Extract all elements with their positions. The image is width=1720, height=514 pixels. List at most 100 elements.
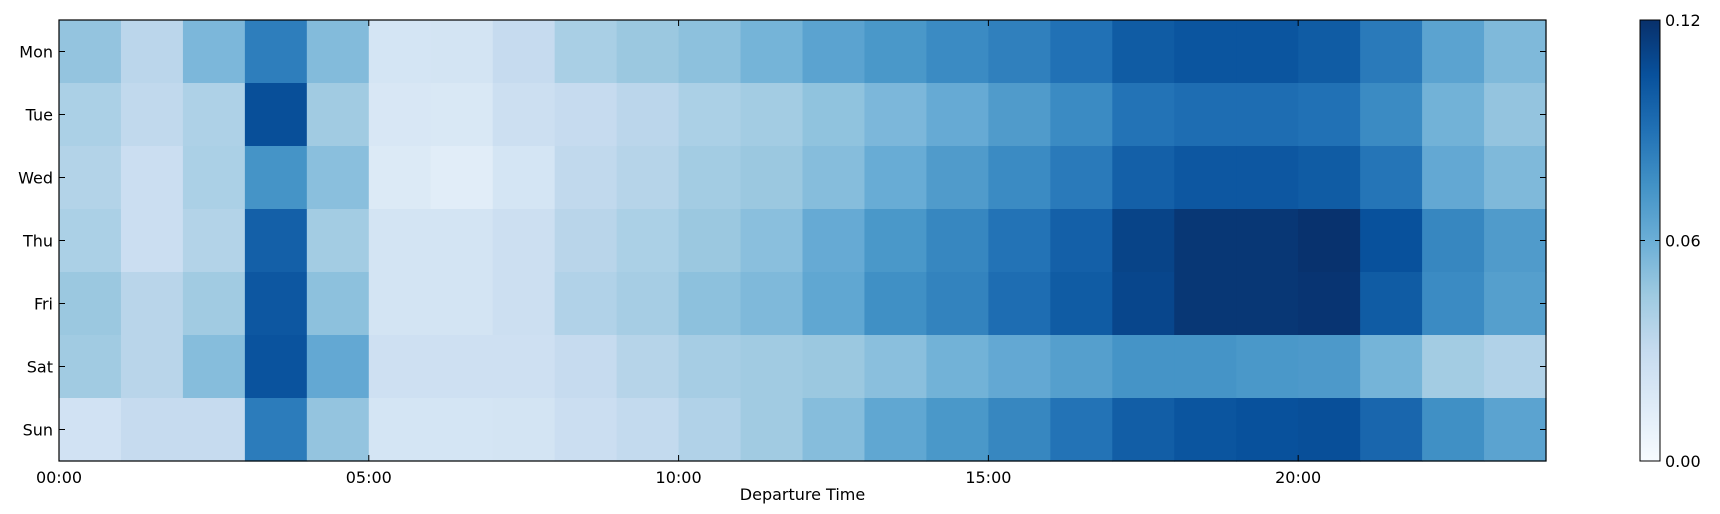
heatmap-cell: [802, 83, 866, 147]
heatmap-cell: [740, 20, 804, 84]
heatmap-cell: [926, 335, 989, 399]
heatmap-cell: [1050, 209, 1113, 273]
heatmap-cell: [678, 209, 742, 273]
y-tick-label: Wed: [18, 169, 53, 188]
heatmap-cell: [492, 83, 556, 147]
heatmap-cell: [1236, 83, 1299, 147]
heatmap-cell: [182, 335, 246, 399]
axis-ticks: [58, 20, 1546, 461]
heatmap-cell: [1050, 335, 1113, 399]
heatmap-cell: [1236, 335, 1299, 399]
x-tick-label: 15:00: [965, 468, 1011, 487]
heatmap-cell: [1050, 83, 1113, 147]
heatmap-cell: [182, 83, 246, 147]
heatmap-cell: [554, 20, 618, 84]
heatmap-cell: [1360, 209, 1423, 273]
heatmap-cell: [1174, 83, 1237, 147]
heatmap-cell: [59, 272, 122, 336]
heatmap-cell: [492, 272, 556, 336]
heatmap-cell: [306, 272, 370, 336]
heatmap-cell: [554, 335, 618, 399]
heatmap-cell: [988, 398, 1051, 462]
heatmap-cell: [430, 83, 494, 147]
heatmap-cell: [430, 398, 494, 462]
heatmap-cell: [554, 398, 618, 462]
x-tick-label: 05:00: [346, 468, 392, 487]
heatmap-cell: [244, 272, 308, 336]
heatmap-cell: [182, 146, 246, 210]
heatmap-cell: [740, 272, 804, 336]
heatmap-cell: [1112, 398, 1175, 462]
heatmap-cell: [1298, 335, 1361, 399]
heatmap-cell: [1050, 398, 1113, 462]
heatmap-cell: [430, 20, 494, 84]
heatmap-cell: [306, 398, 370, 462]
heatmap-cell: [182, 20, 246, 84]
heatmap-cell: [678, 146, 742, 210]
heatmap-cell: [120, 398, 184, 462]
heatmap-cell: [492, 20, 556, 84]
heatmap-cell: [1174, 335, 1237, 399]
heatmap-cell: [1360, 146, 1423, 210]
heatmap-cell: [616, 209, 680, 273]
heatmap-cell: [1050, 272, 1113, 336]
heatmap-cell: [554, 83, 618, 147]
heatmap-cell: [1484, 83, 1547, 147]
heatmap-cell: [430, 272, 494, 336]
y-axis-tick-labels: Mon Tue Wed Thu Fri Sat Sun: [18, 43, 53, 440]
heatmap-cell: [1112, 83, 1175, 147]
heatmap-cell: [1050, 146, 1113, 210]
heatmap-cell: [740, 209, 804, 273]
heatmap-cell: [244, 335, 308, 399]
heatmap-cell: [1298, 209, 1361, 273]
heatmap-cell: [740, 83, 804, 147]
heatmap-cell: [1484, 335, 1547, 399]
heatmap-cell: [1298, 146, 1361, 210]
heatmap-cell: [1112, 209, 1175, 273]
heatmap-cell: [120, 335, 184, 399]
heatmap-cell: [1298, 83, 1361, 147]
heatmap-cell: [1174, 20, 1237, 84]
heatmap-cell: [926, 83, 989, 147]
heatmap-cell: [1360, 20, 1423, 84]
heatmap-cell: [1422, 335, 1485, 399]
heatmap-cell: [244, 209, 308, 273]
heatmap-cell: [430, 146, 494, 210]
heatmap-cell: [306, 146, 370, 210]
heatmap-cell: [1422, 209, 1485, 273]
heatmap-cell: [864, 335, 928, 399]
heatmap-cell: [1484, 209, 1547, 273]
heatmap-cell: [1112, 335, 1175, 399]
heatmap-cell: [1236, 209, 1299, 273]
heatmap-cell: [616, 335, 680, 399]
heatmap-cell: [616, 398, 680, 462]
heatmap-cell: [678, 20, 742, 84]
heatmap-cell: [1360, 272, 1423, 336]
heatmap-cell: [926, 20, 989, 84]
heatmap-cell: [1422, 146, 1485, 210]
heatmap-cell: [1422, 20, 1485, 84]
heatmap-cell: [492, 146, 556, 210]
heatmap-cell: [1050, 20, 1113, 84]
colorbar-tick-label: 0.00: [1665, 452, 1701, 471]
heatmap-cell: [864, 146, 928, 210]
y-tick-label: Tue: [25, 106, 53, 125]
heatmap-cell: [802, 272, 866, 336]
heatmap-cell: [368, 83, 432, 147]
heatmap-cell: [554, 209, 618, 273]
y-tick-label: Sun: [23, 421, 53, 440]
heatmap-cell: [59, 209, 122, 273]
heatmap-cell: [59, 335, 122, 399]
heatmap-cell: [988, 83, 1051, 147]
heatmap-cell: [802, 335, 866, 399]
x-tick-label: 20:00: [1275, 468, 1321, 487]
heatmap-cell: [368, 20, 432, 84]
heatmap-cell: [616, 83, 680, 147]
heatmap-cell: [740, 146, 804, 210]
y-tick-label: Mon: [19, 43, 53, 62]
heatmap-cell: [864, 209, 928, 273]
heatmap-cell: [182, 272, 246, 336]
colorbar-tick-label: 0.06: [1665, 232, 1701, 251]
heatmap-cell: [59, 398, 122, 462]
heatmap-cell: [678, 83, 742, 147]
